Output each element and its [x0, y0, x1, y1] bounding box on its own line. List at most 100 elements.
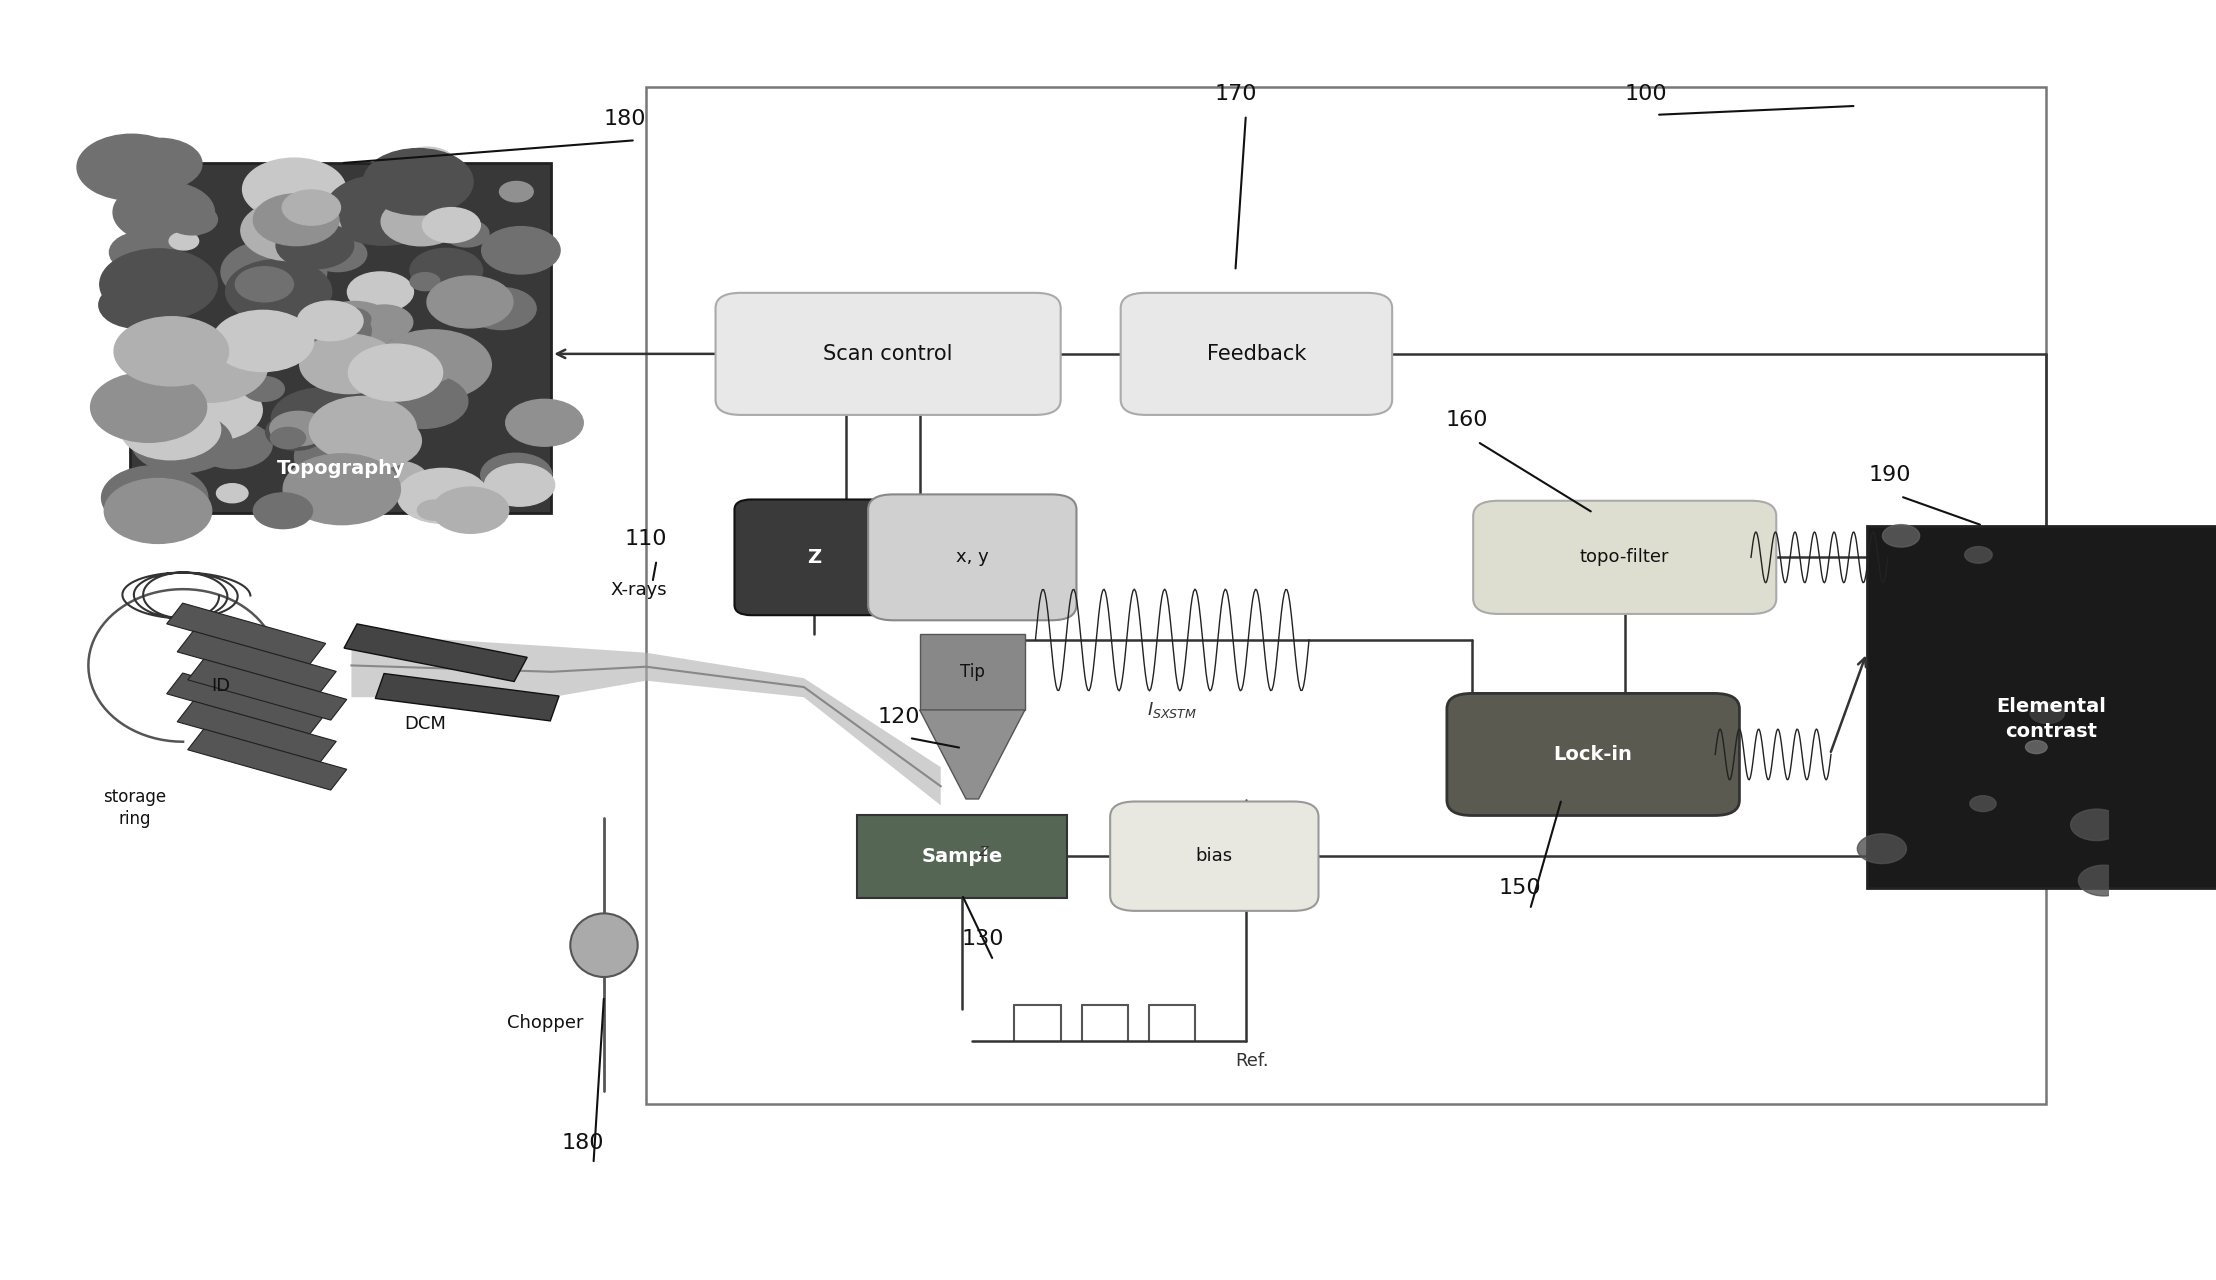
Circle shape: [242, 159, 346, 220]
Circle shape: [332, 340, 383, 371]
Text: 150: 150: [1498, 878, 1540, 899]
Circle shape: [91, 372, 206, 443]
Circle shape: [1966, 547, 1992, 563]
Circle shape: [401, 399, 448, 426]
Circle shape: [417, 500, 450, 520]
Text: 120: 120: [878, 707, 920, 727]
Circle shape: [397, 468, 488, 524]
Circle shape: [266, 413, 326, 451]
Circle shape: [188, 449, 219, 468]
Text: Sample: Sample: [922, 846, 1002, 865]
Circle shape: [244, 376, 284, 402]
Text: Tip: Tip: [960, 663, 984, 681]
Circle shape: [375, 330, 492, 399]
Circle shape: [363, 148, 472, 215]
Circle shape: [399, 147, 456, 182]
Circle shape: [109, 232, 179, 273]
Circle shape: [213, 310, 315, 371]
Polygon shape: [166, 673, 326, 735]
Circle shape: [335, 465, 388, 497]
Circle shape: [383, 367, 430, 397]
Circle shape: [100, 282, 175, 328]
Circle shape: [379, 374, 468, 429]
Bar: [1866, 526, 2216, 888]
Circle shape: [1970, 796, 1997, 812]
Text: ID: ID: [211, 677, 230, 695]
Text: 180: 180: [563, 1133, 605, 1153]
Polygon shape: [343, 623, 527, 681]
Circle shape: [293, 307, 372, 355]
Bar: [131, 163, 552, 513]
Circle shape: [499, 182, 534, 202]
Circle shape: [226, 260, 332, 324]
Circle shape: [277, 221, 355, 269]
Circle shape: [253, 193, 339, 246]
Circle shape: [410, 248, 483, 292]
Text: 160: 160: [1445, 411, 1489, 430]
Text: Scan control: Scan control: [824, 344, 953, 364]
Text: 130: 130: [962, 929, 1004, 950]
Circle shape: [335, 308, 370, 330]
Circle shape: [162, 380, 261, 440]
Text: storage
ring: storage ring: [104, 788, 166, 828]
Circle shape: [281, 189, 341, 225]
Circle shape: [308, 237, 368, 271]
Circle shape: [270, 428, 306, 448]
Circle shape: [2150, 649, 2178, 666]
Circle shape: [357, 305, 412, 339]
Circle shape: [410, 273, 441, 291]
Text: Topography: Topography: [277, 458, 406, 477]
Circle shape: [120, 399, 222, 460]
Circle shape: [481, 453, 552, 497]
Circle shape: [166, 204, 217, 234]
Circle shape: [330, 413, 421, 468]
Circle shape: [304, 319, 368, 356]
Polygon shape: [177, 701, 337, 762]
Circle shape: [2178, 637, 2216, 667]
Circle shape: [348, 344, 443, 401]
Circle shape: [113, 316, 228, 385]
Circle shape: [421, 351, 452, 369]
Circle shape: [279, 229, 350, 271]
Text: z: z: [977, 842, 988, 860]
Text: topo-filter: topo-filter: [1580, 548, 1669, 566]
Circle shape: [217, 484, 248, 503]
FancyBboxPatch shape: [716, 293, 1061, 415]
Circle shape: [253, 493, 312, 529]
Circle shape: [1857, 833, 1906, 864]
Text: 110: 110: [625, 529, 667, 549]
Text: Z: Z: [807, 548, 822, 567]
FancyBboxPatch shape: [1474, 500, 1777, 614]
Circle shape: [100, 248, 217, 320]
Circle shape: [399, 209, 430, 228]
Text: bias: bias: [1197, 847, 1232, 865]
Circle shape: [343, 445, 406, 483]
Polygon shape: [166, 603, 326, 664]
Circle shape: [131, 412, 233, 472]
Text: Ref.: Ref.: [1234, 1052, 1270, 1070]
Circle shape: [235, 266, 293, 302]
Circle shape: [1881, 525, 1919, 547]
Text: 170: 170: [1214, 83, 1256, 104]
Circle shape: [481, 227, 561, 274]
Circle shape: [295, 424, 406, 490]
Text: $I_{SXSTM}$: $I_{SXSTM}$: [1148, 700, 1197, 719]
Circle shape: [468, 288, 536, 329]
Circle shape: [428, 276, 512, 328]
Circle shape: [485, 463, 554, 506]
Text: 180: 180: [605, 109, 647, 129]
Ellipse shape: [570, 914, 638, 977]
Bar: [647, 87, 2045, 1105]
Circle shape: [445, 220, 490, 247]
FancyBboxPatch shape: [1447, 694, 1740, 815]
Circle shape: [113, 182, 215, 243]
Circle shape: [2070, 809, 2123, 841]
Circle shape: [423, 207, 481, 243]
Circle shape: [312, 302, 397, 352]
Circle shape: [326, 175, 441, 246]
Circle shape: [363, 461, 428, 500]
Text: Elemental
contrast: Elemental contrast: [1997, 698, 2105, 741]
Circle shape: [335, 385, 406, 429]
Text: Lock-in: Lock-in: [1553, 745, 1633, 764]
Text: X-rays: X-rays: [609, 581, 667, 599]
